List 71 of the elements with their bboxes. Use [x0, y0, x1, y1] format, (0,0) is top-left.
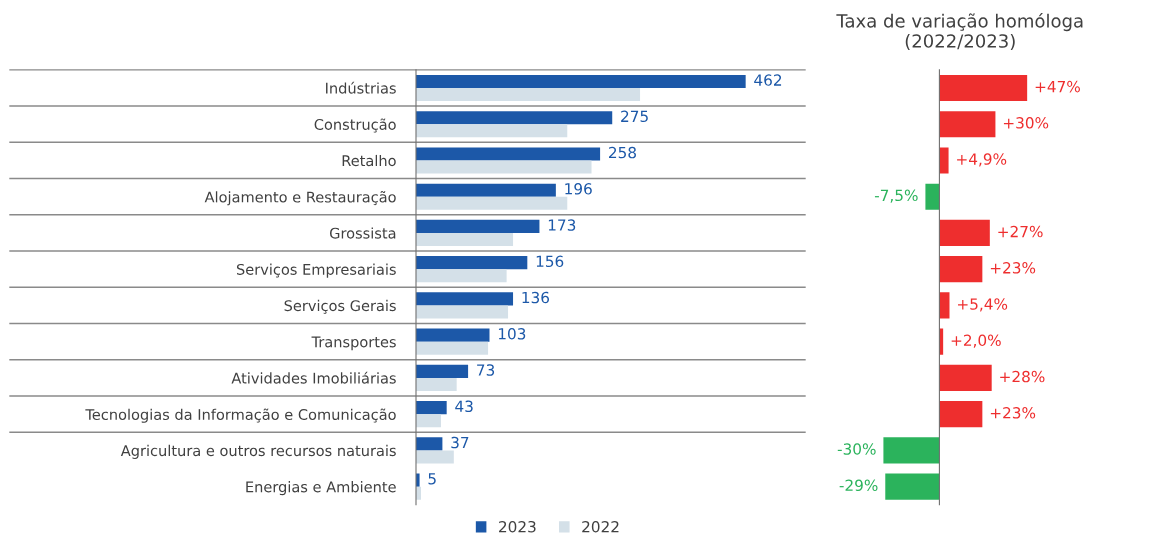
data-label: +2,0%	[951, 334, 1001, 348]
y-tick-label: Agricultura e outros recursos naturais	[120, 444, 396, 459]
data-label: 103	[498, 328, 526, 340]
data-label: +47%	[1035, 80, 1080, 93]
bar	[416, 219, 540, 233]
bar	[939, 364, 992, 391]
data-label: -30%	[837, 443, 876, 455]
bar	[416, 437, 443, 451]
bar	[416, 328, 490, 342]
bar	[939, 111, 996, 138]
y-tick-label: Transportes	[311, 336, 396, 351]
bar	[416, 305, 509, 319]
bar	[939, 256, 983, 283]
bar	[416, 341, 489, 355]
data-label: 5	[428, 473, 436, 485]
data-label: 43	[455, 400, 473, 413]
bar	[416, 196, 568, 210]
data-label: 196	[565, 183, 592, 195]
data-label: 258	[609, 146, 636, 159]
y-tick-label: Atividades Imobiliárias	[231, 371, 396, 384]
data-label: 462	[754, 74, 782, 86]
bar	[416, 183, 556, 197]
y-tick-label: Alojamento e Restauração	[204, 191, 396, 206]
data-label: -7,5%	[874, 189, 918, 203]
bar	[416, 364, 469, 378]
y-tick-label: Indústrias	[326, 81, 396, 94]
data-label: -29%	[839, 479, 878, 492]
bar	[416, 87, 641, 101]
data-label: 37	[451, 436, 469, 449]
bar	[416, 450, 454, 464]
y-tick-label: Grossista	[329, 227, 396, 239]
bar	[416, 414, 441, 428]
y-tick-label: Retalho	[342, 154, 396, 167]
bar	[416, 292, 514, 306]
data-label: +5,4%	[958, 298, 1008, 312]
bar	[883, 437, 940, 464]
bar	[416, 377, 457, 391]
bar	[416, 74, 746, 88]
y-tick-label: Energias e Ambiente	[246, 481, 396, 496]
data-label: 173	[548, 219, 576, 231]
data-label: 275	[621, 110, 648, 123]
bar	[416, 269, 507, 283]
y-tick-label: Serviços Gerais	[284, 299, 396, 314]
data-label: 73	[477, 364, 495, 376]
legend-label: 2022	[582, 520, 619, 533]
bar	[939, 401, 983, 428]
bar	[416, 111, 613, 125]
bar	[885, 473, 940, 500]
bar	[416, 232, 514, 246]
bar	[416, 256, 528, 270]
data-label: +23%	[990, 407, 1036, 419]
bar	[939, 219, 990, 246]
chart-title: Taxa de variação homóloga (2022/2023)	[836, 12, 1083, 50]
y-tick-label: Serviços Empresariais	[236, 263, 396, 278]
data-label: +23%	[990, 262, 1036, 274]
bar	[925, 183, 940, 210]
data-label: +27%	[998, 225, 1043, 238]
bar	[416, 147, 601, 161]
data-label: +30%	[1003, 117, 1049, 129]
y-tick-label: Construção	[314, 118, 396, 133]
bar	[416, 160, 592, 174]
bar	[939, 74, 1028, 101]
data-label: +4,9%	[957, 153, 1007, 167]
bar	[416, 401, 447, 415]
legend-label: 2023	[499, 520, 536, 533]
data-label: 136	[522, 291, 550, 304]
data-label: 156	[536, 255, 564, 268]
bar	[939, 147, 949, 174]
data-label: +28%	[1000, 370, 1045, 383]
bar	[416, 124, 568, 138]
y-tick-label: Tecnologias da Informação e Comunicação	[85, 408, 396, 423]
